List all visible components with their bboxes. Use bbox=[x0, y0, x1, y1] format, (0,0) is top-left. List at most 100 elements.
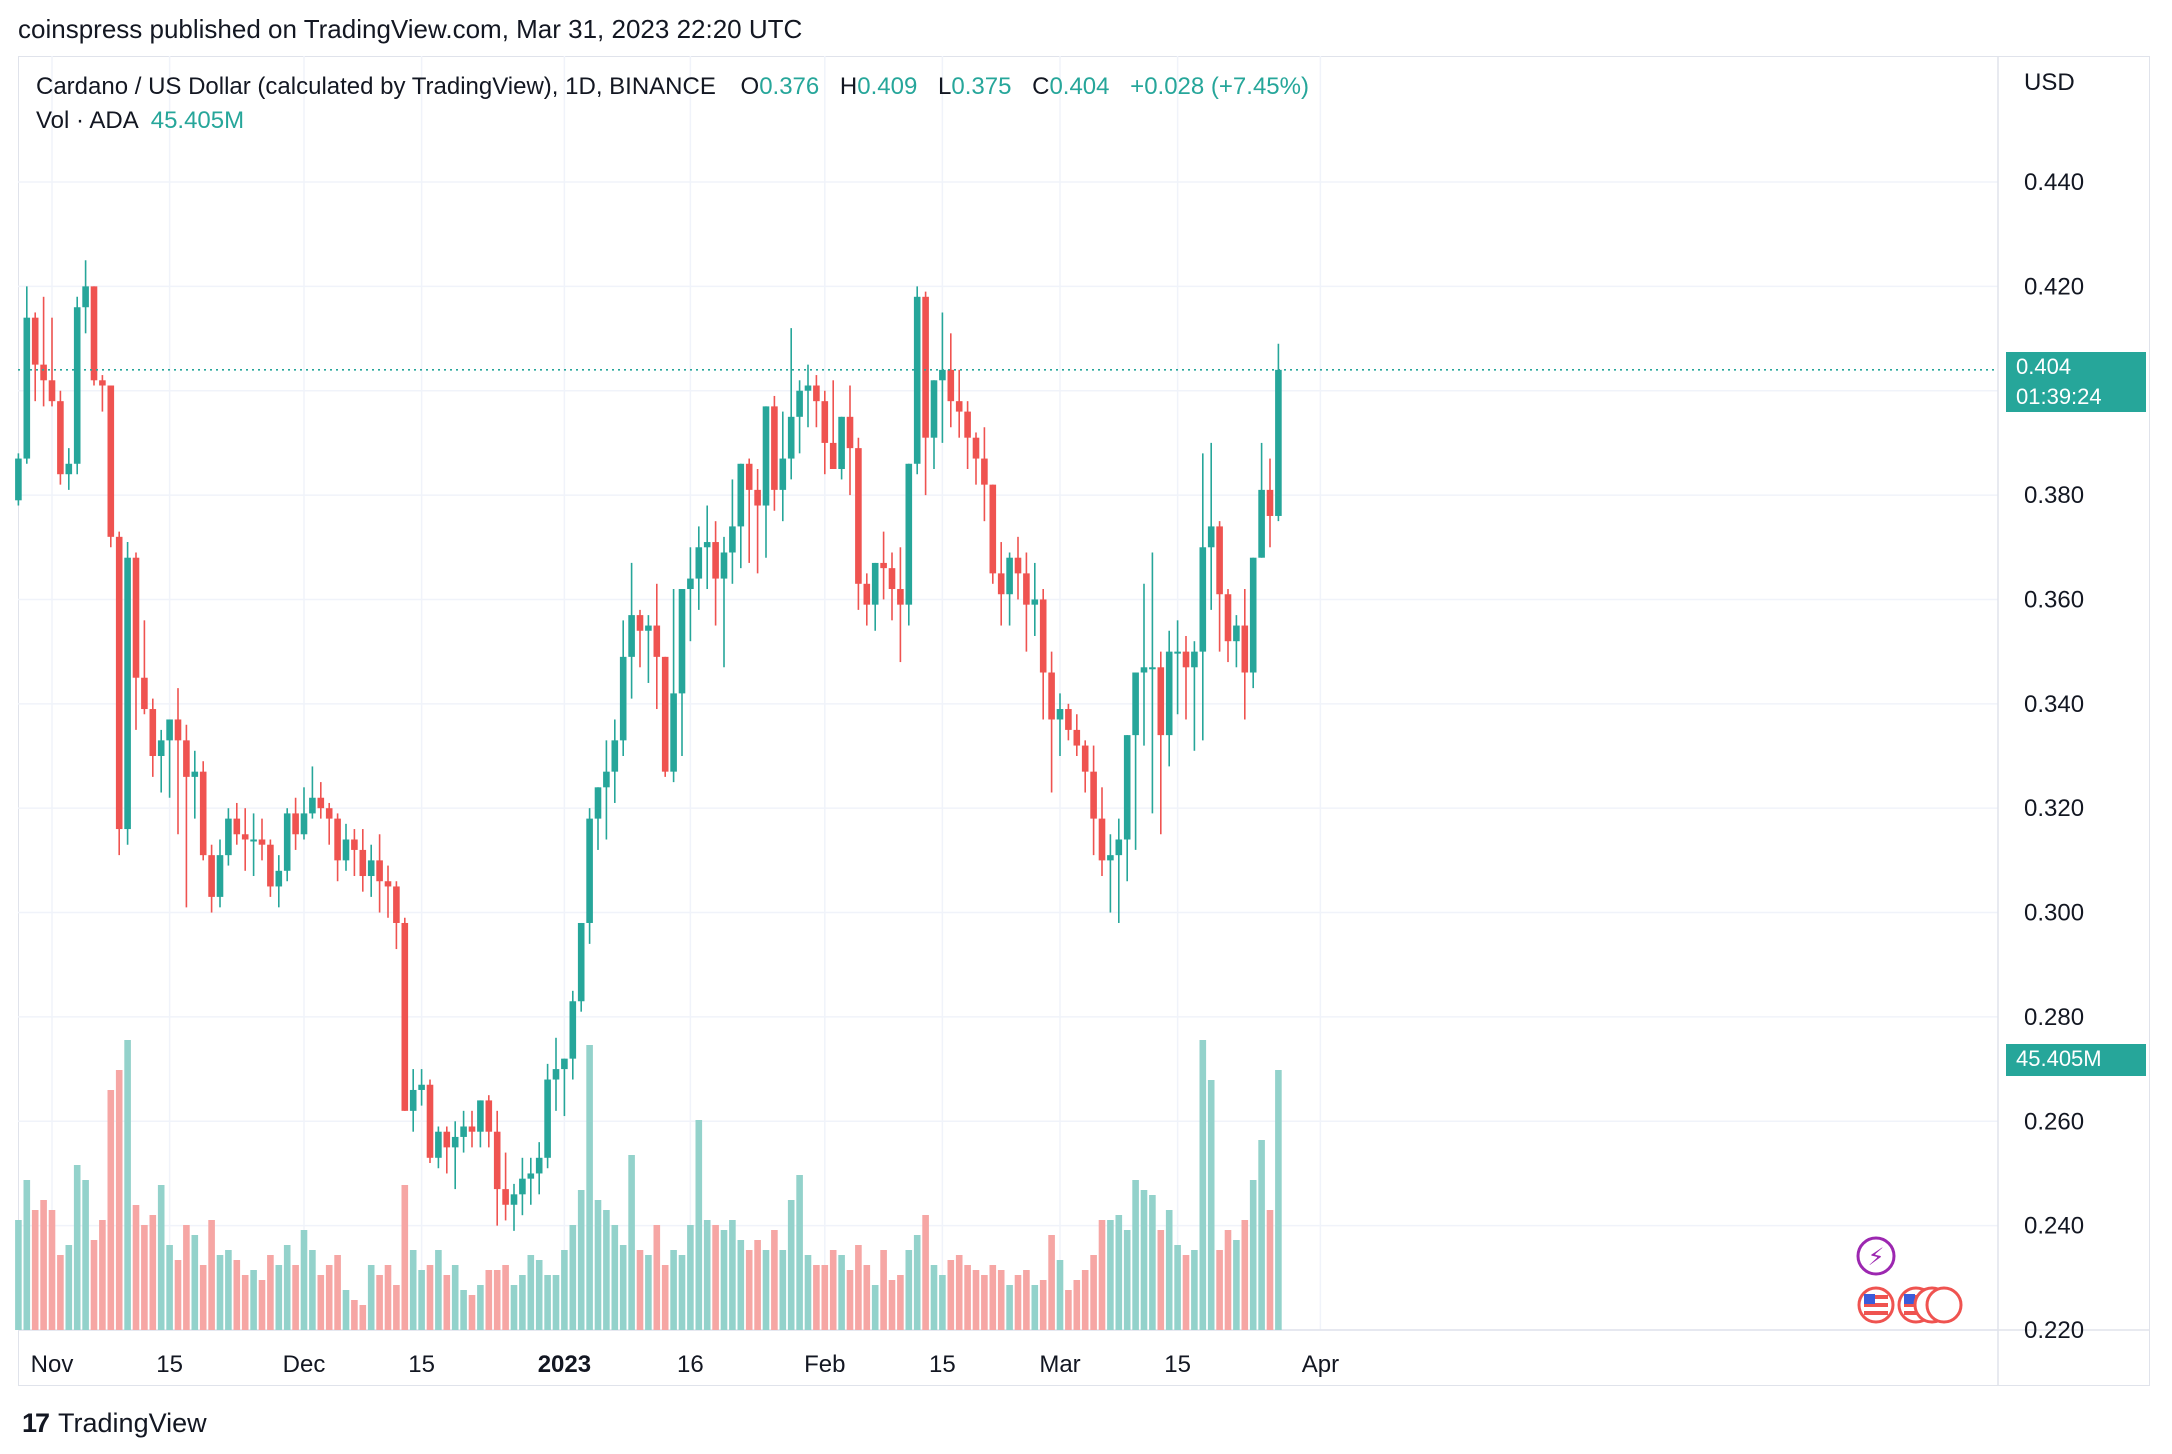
candle-body[interactable] bbox=[544, 1079, 551, 1158]
candle-body[interactable] bbox=[729, 526, 736, 553]
candle-body[interactable] bbox=[527, 1173, 535, 1179]
candle-body[interactable] bbox=[1199, 547, 1207, 652]
candle-body[interactable] bbox=[460, 1126, 467, 1137]
candle-body[interactable] bbox=[40, 364, 47, 381]
candle-body[interactable] bbox=[451, 1136, 459, 1148]
candle-body[interactable] bbox=[989, 484, 997, 574]
candle-body[interactable] bbox=[594, 787, 602, 819]
candle-body[interactable] bbox=[762, 406, 770, 506]
candle-body[interactable] bbox=[191, 771, 199, 777]
candle-body[interactable] bbox=[796, 390, 803, 417]
candle-body[interactable] bbox=[468, 1126, 476, 1132]
candle-body[interactable] bbox=[124, 557, 131, 830]
candle-body[interactable] bbox=[325, 808, 333, 819]
candle-body[interactable] bbox=[401, 922, 409, 1111]
candle-body[interactable] bbox=[930, 380, 938, 438]
candle-body[interactable] bbox=[283, 813, 291, 871]
candle-body[interactable] bbox=[334, 818, 341, 861]
candle-body[interactable] bbox=[82, 286, 89, 308]
candle-body[interactable] bbox=[233, 818, 241, 835]
candle-body[interactable] bbox=[1165, 651, 1173, 736]
candle-body[interactable] bbox=[771, 406, 778, 490]
candle-body[interactable] bbox=[1174, 651, 1181, 654]
candle-body[interactable] bbox=[157, 740, 165, 756]
candle-body[interactable] bbox=[586, 818, 593, 923]
candle-body[interactable] bbox=[426, 1084, 434, 1158]
candle-body[interactable] bbox=[435, 1131, 442, 1158]
candle-body[interactable] bbox=[519, 1178, 526, 1195]
candle-body[interactable] bbox=[619, 656, 627, 741]
candle-body[interactable] bbox=[267, 844, 274, 887]
candle-body[interactable] bbox=[611, 740, 619, 772]
candle-body[interactable] bbox=[972, 437, 980, 459]
candle-body[interactable] bbox=[115, 536, 123, 830]
candle-body[interactable] bbox=[720, 552, 728, 579]
candle-body[interactable] bbox=[1081, 745, 1089, 772]
candle-body[interactable] bbox=[1023, 573, 1030, 605]
candle-body[interactable] bbox=[577, 922, 585, 1002]
candle-body[interactable] bbox=[628, 615, 635, 657]
candle-body[interactable] bbox=[48, 380, 56, 402]
candle-body[interactable] bbox=[955, 401, 963, 412]
candle-body[interactable] bbox=[997, 573, 1005, 595]
candle-body[interactable] bbox=[939, 369, 946, 381]
candle-body[interactable] bbox=[351, 839, 358, 850]
candle-body[interactable] bbox=[99, 380, 106, 386]
candle-body[interactable] bbox=[863, 583, 871, 605]
candles[interactable] bbox=[15, 260, 1998, 1231]
candle-body[interactable] bbox=[418, 1084, 425, 1090]
candle-body[interactable] bbox=[393, 886, 400, 923]
candle-body[interactable] bbox=[922, 296, 929, 438]
candle-body[interactable] bbox=[1107, 855, 1114, 861]
candle-body[interactable] bbox=[1191, 651, 1198, 668]
candle-body[interactable] bbox=[678, 589, 686, 694]
candle-body[interactable] bbox=[981, 458, 988, 485]
candle-body[interactable] bbox=[636, 615, 644, 631]
candle-body[interactable] bbox=[1249, 557, 1257, 673]
candle-body[interactable] bbox=[1132, 672, 1139, 736]
candle-body[interactable] bbox=[1006, 557, 1013, 595]
candle-body[interactable] bbox=[905, 463, 913, 605]
candle-body[interactable] bbox=[367, 860, 375, 877]
candle-body[interactable] bbox=[15, 458, 22, 501]
candle-body[interactable] bbox=[1241, 625, 1249, 673]
candle-body[interactable] bbox=[199, 771, 207, 856]
candle-body[interactable] bbox=[1157, 667, 1165, 736]
candle-body[interactable] bbox=[107, 385, 115, 537]
candle-body[interactable] bbox=[855, 448, 862, 584]
candle-body[interactable] bbox=[208, 855, 215, 897]
candle-body[interactable] bbox=[1014, 557, 1022, 574]
candle-body[interactable] bbox=[250, 839, 257, 842]
candle-body[interactable] bbox=[1140, 667, 1148, 673]
candle-body[interactable] bbox=[645, 625, 652, 631]
candle-body[interactable] bbox=[737, 463, 745, 527]
candle-body[interactable] bbox=[745, 463, 753, 490]
candle-body[interactable] bbox=[1123, 735, 1131, 840]
candle-body[interactable] bbox=[1233, 625, 1240, 642]
candle-body[interactable] bbox=[913, 296, 921, 464]
candle-body[interactable] bbox=[342, 839, 350, 861]
candle-body[interactable] bbox=[73, 307, 81, 464]
candle-body[interactable] bbox=[687, 578, 694, 590]
candle-body[interactable] bbox=[258, 839, 266, 845]
volume-label[interactable]: Vol · ADA bbox=[36, 107, 139, 134]
candle-body[interactable] bbox=[1115, 839, 1123, 856]
candle-body[interactable] bbox=[1182, 651, 1190, 668]
candle-body[interactable] bbox=[1031, 599, 1039, 605]
candle-body[interactable] bbox=[552, 1069, 560, 1080]
candle-body[interactable] bbox=[1090, 771, 1097, 819]
candle-body[interactable] bbox=[712, 542, 719, 579]
candle-body[interactable] bbox=[1065, 709, 1072, 730]
candle-body[interactable] bbox=[603, 771, 610, 788]
candle-body[interactable] bbox=[31, 317, 39, 365]
candle-body[interactable] bbox=[485, 1100, 493, 1132]
candle-body[interactable] bbox=[57, 401, 64, 475]
candle-body[interactable] bbox=[1149, 667, 1156, 670]
candle-body[interactable] bbox=[779, 458, 787, 490]
candle-body[interactable] bbox=[787, 416, 795, 459]
candle-body[interactable] bbox=[241, 834, 249, 840]
tradingview-logo-icon[interactable]: 17 bbox=[22, 1408, 50, 1438]
candle-body[interactable] bbox=[359, 849, 367, 877]
candle-body[interactable] bbox=[897, 589, 904, 605]
